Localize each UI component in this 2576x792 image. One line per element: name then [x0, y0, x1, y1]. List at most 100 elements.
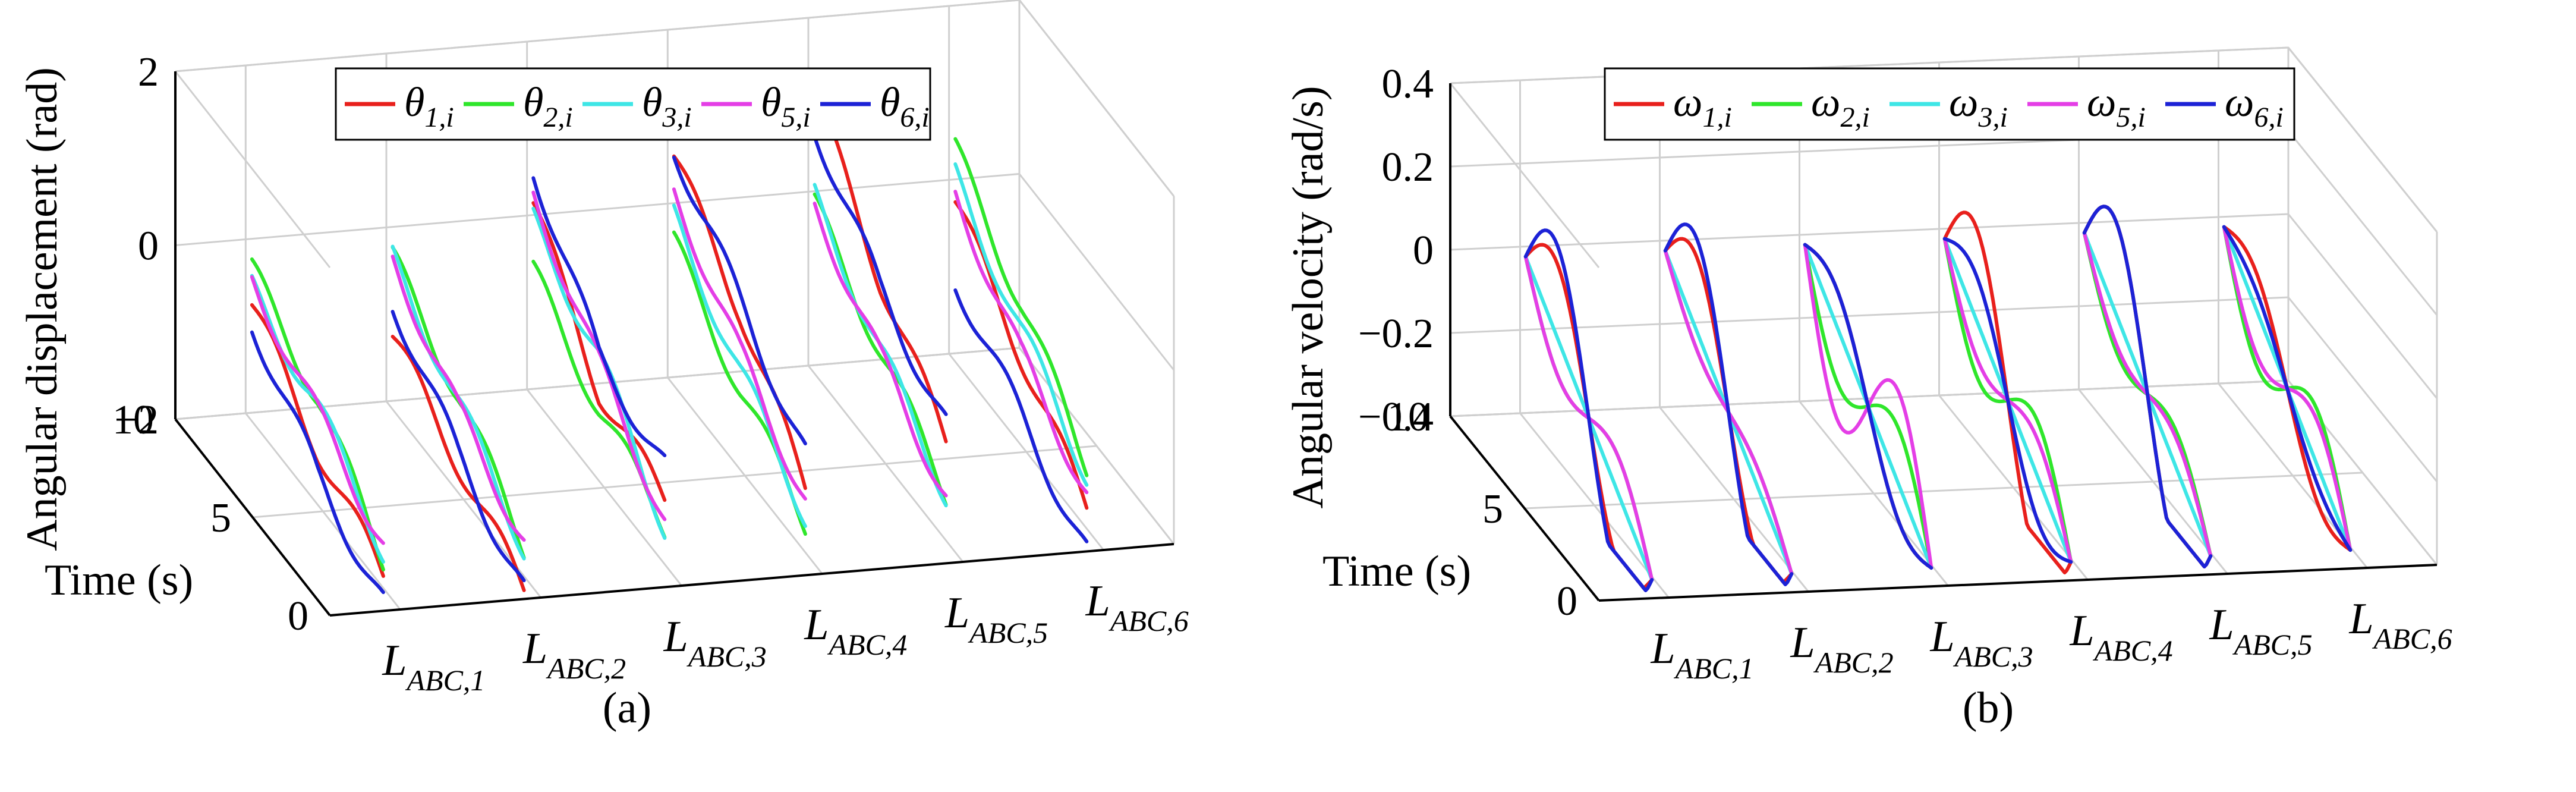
y-gridline [1450, 296, 2438, 482]
y-tick-label: 0.4 [1382, 61, 1434, 107]
series-line-5-category-5 [813, 135, 948, 416]
category-tick-label: LABC,3 [663, 612, 767, 673]
legend-symbol: ω [2087, 80, 2116, 125]
category-tick-label: LABC,6 [2349, 595, 2452, 655]
legend-entry: ω6,i [2225, 80, 2284, 133]
time-tick-label: 0 [288, 593, 308, 639]
time-gridline [175, 347, 1020, 420]
series-line-1-category-2 [391, 335, 526, 592]
category-tick-main: L [1085, 577, 1110, 626]
series-line-5-category-3 [531, 176, 667, 457]
category-tick-main: L [522, 624, 547, 673]
category-tick-main: L [2070, 606, 2095, 655]
series-line-1-category-1 [250, 303, 385, 578]
legend-symbol: ω [2225, 80, 2254, 125]
y-tick-label: 2 [138, 49, 159, 95]
legend-entry: θ1,i [404, 80, 454, 133]
category-tick-main: L [1930, 612, 1955, 661]
category-tick-label: LABC,4 [2070, 606, 2173, 667]
legend-subscript: 2,i [543, 102, 572, 133]
y-axis-label: Angular displacement (rad) [18, 67, 67, 551]
series-line-5-category-4 [1942, 237, 2073, 564]
series-line-4-category-6 [953, 190, 1089, 495]
category-axis [1598, 564, 2438, 602]
chart-panel-a: 20−21050LABC,1LABC,2LABC,3LABC,4LABC,5LA… [18, 0, 1189, 733]
legend-entry: θ5,i [761, 80, 811, 133]
legend-entry: ω5,i [2087, 80, 2146, 133]
y-gridline [175, 0, 1175, 197]
time-axis-label: Time (s) [45, 556, 193, 605]
y-tick-label: 0.2 [1382, 144, 1434, 190]
category-tick-main: L [804, 601, 829, 649]
y-gridline [175, 172, 1175, 371]
category-tick-label: LABC,5 [2209, 601, 2313, 661]
series-line-2-category-6 [953, 137, 1089, 477]
time-tick-label: 5 [210, 495, 231, 541]
category-tick-sub: ABC,1 [1674, 652, 1754, 685]
legend-symbol: ω [1949, 80, 1978, 125]
series-line-2-category-4 [672, 230, 807, 536]
category-tick-sub: ABC,4 [827, 628, 907, 661]
category-tick-sub: ABC,4 [2093, 634, 2173, 667]
category-tick-label: LABC,6 [1085, 577, 1189, 637]
series-line-1-category-6 [953, 200, 1089, 510]
series-line-5-category-5 [2082, 205, 2213, 568]
series-line-2-category-5 [813, 192, 948, 507]
legend-subscript: 1,i [1702, 102, 1731, 133]
time-gridline [252, 445, 1097, 518]
series-line-1-category-4 [672, 154, 807, 491]
category-tick-sub: ABC,2 [1813, 646, 1894, 679]
time-gridline [1524, 472, 2363, 510]
y-axis-label: Angular velocity (rad/s) [1284, 86, 1333, 509]
legend-entry: ω1,i [1673, 80, 1732, 133]
category-axis [329, 543, 1174, 617]
series-line-5-category-2 [391, 310, 526, 583]
category-tick-sub: ABC,2 [546, 652, 626, 685]
time-tick-label: 10 [1387, 394, 1429, 440]
category-tick-label: LABC,2 [522, 624, 626, 685]
y-tick-label: −2 [115, 397, 159, 443]
legend-symbol: ω [1811, 80, 1840, 125]
category-tick-sub: ABC,3 [1953, 640, 2033, 673]
legend-symbol: θ [523, 80, 543, 125]
category-tick-main: L [2209, 601, 2234, 649]
series-line-4-category-5 [813, 202, 948, 498]
time-axis [1449, 415, 1600, 602]
left-wall-top-edge [1449, 83, 1600, 268]
time-tick-label: 10 [112, 397, 154, 443]
y-gridline [1450, 213, 2438, 399]
series-line-1-category-5 [813, 90, 948, 444]
legend-subscript: 3,i [1977, 102, 2007, 133]
time-tick-label: 0 [1557, 579, 1577, 624]
time-axis [174, 418, 331, 617]
category-tick-label: LABC,1 [382, 636, 485, 697]
legend-entry: θ3,i [642, 80, 692, 133]
category-tick-main: L [382, 636, 407, 685]
series-line-5-category-6 [2222, 225, 2353, 552]
series-line-4-category-4 [672, 187, 807, 501]
legend-entry: θ2,i [523, 80, 573, 133]
category-tick-sub: ABC,3 [686, 640, 767, 673]
series-line-5-category-1 [250, 330, 385, 595]
category-tick-sub: ABC,6 [1109, 604, 1189, 637]
series-line-5-category-2 [1663, 222, 1794, 586]
category-tick-sub: ABC,5 [968, 616, 1048, 649]
legend-symbol: θ [761, 80, 781, 125]
category-tick-main: L [944, 589, 969, 637]
series-line-4-category-2 [391, 254, 526, 542]
category-tick-label: LABC,5 [944, 589, 1048, 649]
series-line-4-category-1 [250, 275, 385, 545]
legend-entry: ω2,i [1811, 80, 1870, 133]
category-tick-main: L [1790, 618, 1815, 667]
legend-subscript: 6,i [2254, 102, 2283, 133]
category-tick-main: L [1651, 624, 1676, 673]
category-tick-label: LABC,4 [804, 601, 907, 661]
panel-caption: (b) [1963, 684, 2014, 733]
category-gridline [244, 65, 401, 610]
y-tick-label: −0.4 [1358, 394, 1434, 440]
series-line-5-category-3 [1803, 243, 1933, 570]
legend-subscript: 3,i [662, 102, 691, 133]
legend-symbol: θ [642, 80, 662, 125]
